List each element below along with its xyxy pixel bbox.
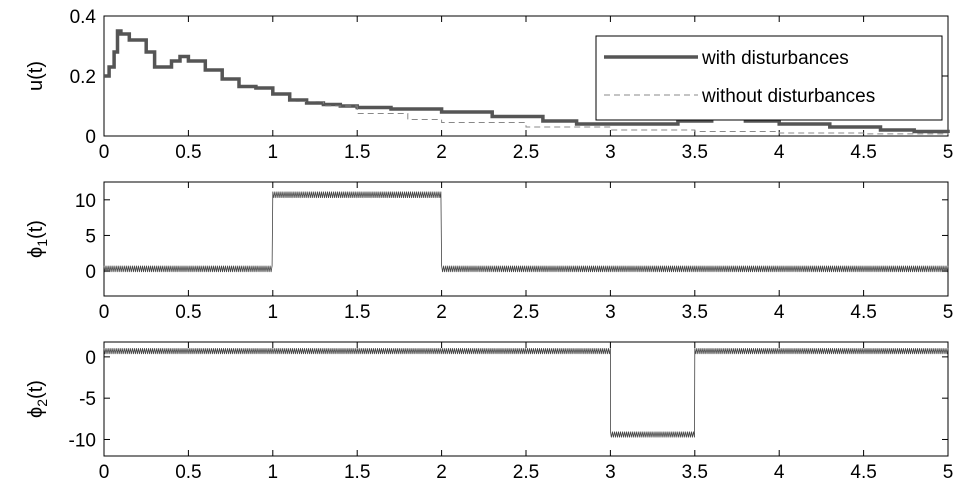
x-tick-label: 3.5 xyxy=(682,302,708,323)
x-tick-label: 0.5 xyxy=(175,142,201,163)
series-line-2 xyxy=(289,101,949,135)
x-tick-label: 4.5 xyxy=(850,302,876,323)
x-tick-label: 1.5 xyxy=(344,302,370,323)
x-tick-label: 3.5 xyxy=(682,142,708,163)
y-tick-label: 0 xyxy=(85,348,96,369)
x-tick-label: 3 xyxy=(605,462,616,483)
x-tick-label: 0.5 xyxy=(175,462,201,483)
x-tick-label: 1 xyxy=(268,462,279,483)
y-tick-label: 0 xyxy=(85,262,96,283)
x-tick-label: 5 xyxy=(943,142,954,163)
series-line-1 xyxy=(103,348,949,438)
x-tick-label: 4 xyxy=(774,302,785,323)
legend-box xyxy=(595,35,943,121)
x-tick-label: 2.5 xyxy=(513,302,539,323)
y-tick-label: 10 xyxy=(75,191,96,212)
x-tick-label: 5 xyxy=(943,462,954,483)
x-tick-label: 2.5 xyxy=(513,142,539,163)
x-tick-label: 2 xyxy=(436,142,447,163)
y-tick-label: -10 xyxy=(69,430,96,451)
x-tick-label: 4.5 xyxy=(850,142,876,163)
series-line-1 xyxy=(103,191,949,273)
x-tick-label: 2.5 xyxy=(513,462,539,483)
y-tick-label: 0 xyxy=(85,127,96,148)
y-axis-label: ϕ2(t) xyxy=(25,380,50,418)
x-tick-label: 1 xyxy=(268,302,279,323)
subplot-1: 0 0.5 1 1.5 2 2.5 3 3.5 4 4.5 5 0 0.2 0.4 u(t) with dis… xyxy=(25,7,953,163)
x-tick-label: 1.5 xyxy=(344,462,370,483)
x-tick-label: 0 xyxy=(99,462,110,483)
y-tick-label: 5 xyxy=(85,226,96,247)
x-tick-label: 1.5 xyxy=(344,142,370,163)
y-tick-label: -5 xyxy=(79,389,96,410)
x-tick-label: 4 xyxy=(774,462,785,483)
y-tick-label: 0.4 xyxy=(70,7,97,28)
x-tick-label: 2 xyxy=(436,302,447,323)
x-tick-label: 4 xyxy=(774,142,785,163)
x-tick-label: 2 xyxy=(436,462,447,483)
x-tick-label: 5 xyxy=(943,302,954,323)
axes-box xyxy=(103,341,949,457)
subplot-3: 0 0.5 1 1.5 2 2.5 3 3.5 4 4.5 5 0 -5 -10 ϕ2(t) xyxy=(25,341,954,483)
x-tick-label: 1 xyxy=(268,142,279,163)
legend: with disturbances without disturbances xyxy=(595,35,943,121)
x-tick-label: 0 xyxy=(99,302,110,323)
y-axis-label: ϕ1(t) xyxy=(25,220,50,258)
legend-label-2: without disturbances xyxy=(701,86,875,107)
axes-box xyxy=(103,181,949,297)
legend-label-1: with disturbances xyxy=(701,48,849,69)
x-tick-label: 3 xyxy=(605,142,616,163)
x-tick-label: 3 xyxy=(605,302,616,323)
x-tick-label: 0 xyxy=(99,142,110,163)
y-tick-label: 0.2 xyxy=(70,67,96,88)
subplot-2: 0 0.5 1 1.5 2 2.5 3 3.5 4 4.5 5 0 5 10 ϕ1(t) xyxy=(25,181,954,323)
x-tick-label: 3.5 xyxy=(682,462,708,483)
x-tick-label: 0.5 xyxy=(175,302,201,323)
x-tick-label: 4.5 xyxy=(850,462,876,483)
y-axis-label: u(t) xyxy=(25,61,47,91)
